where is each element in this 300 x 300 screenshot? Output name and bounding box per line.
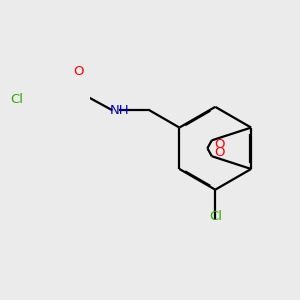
- Text: O: O: [73, 64, 83, 78]
- Text: O: O: [214, 138, 225, 151]
- Text: NH: NH: [110, 104, 129, 117]
- Text: Cl: Cl: [10, 93, 23, 106]
- Text: O: O: [214, 146, 225, 159]
- Text: Cl: Cl: [209, 210, 222, 223]
